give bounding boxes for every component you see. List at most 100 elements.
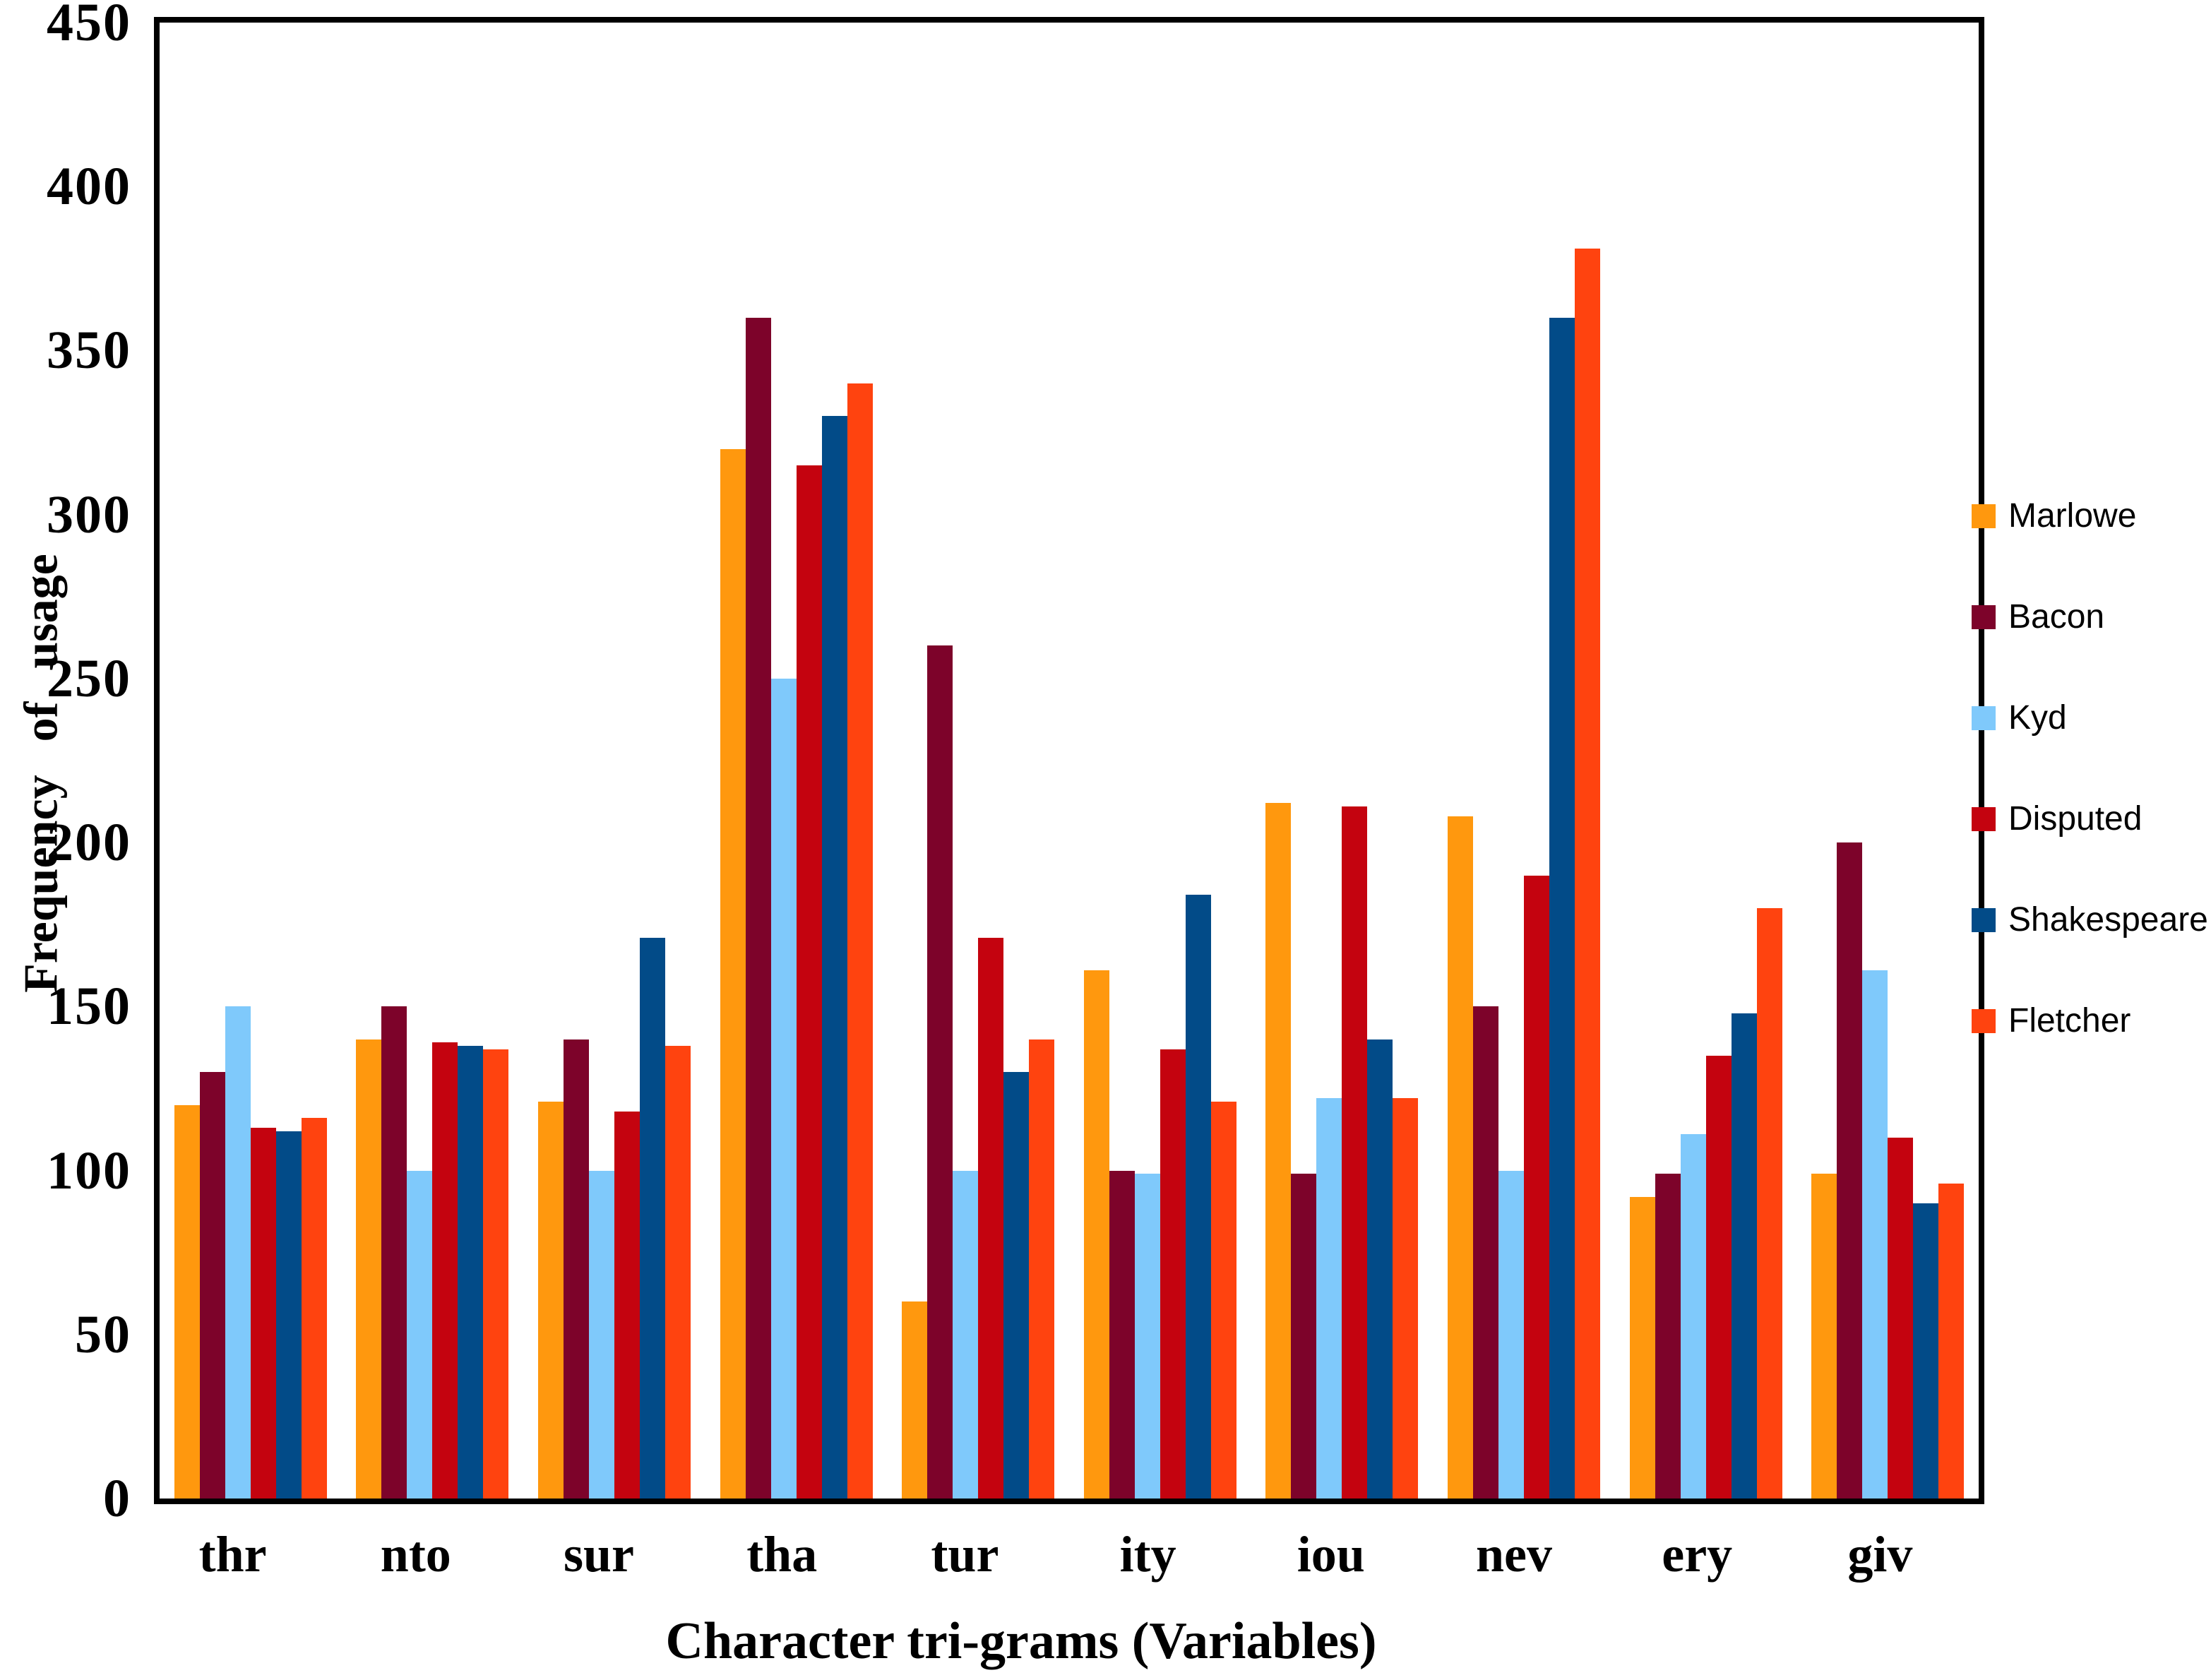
bar-disputed-tur: [978, 937, 1004, 1499]
bar-group-thr: [160, 23, 342, 1499]
bar-kyd-ity: [1134, 1174, 1160, 1499]
bar-bacon-ery: [1655, 1174, 1681, 1499]
bar-shakespeare-thr: [275, 1131, 302, 1499]
bar-marlowe-ery: [1629, 1196, 1655, 1499]
bar-disputed-iou: [1342, 806, 1368, 1499]
x-category-label-nto: nto: [380, 1526, 451, 1583]
x-category-label-nev: nev: [1476, 1526, 1553, 1583]
bar-bacon-thr: [199, 1072, 225, 1499]
legend-item-kyd: Kyd: [1972, 698, 2208, 737]
legend-item-marlowe: Marlowe: [1972, 496, 2208, 535]
bar-group-sur: [523, 23, 705, 1499]
bar-shakespeare-nto: [458, 1046, 484, 1499]
bar-kyd-nto: [407, 1170, 433, 1499]
legend-label: Bacon: [2008, 598, 2105, 636]
bar-fletcher-tha: [847, 383, 873, 1499]
bar-disputed-sur: [614, 1111, 640, 1499]
legend-label: Marlowe: [2008, 497, 2137, 535]
bar-disputed-thr: [250, 1128, 276, 1499]
legend-label: Shakespeare: [2008, 901, 2208, 939]
bar-group-nto: [342, 23, 524, 1499]
y-tick-label: 100: [47, 1140, 131, 1201]
bar-disputed-giv: [1888, 1138, 1914, 1499]
bar-fletcher-iou: [1393, 1098, 1419, 1499]
bar-disputed-ity: [1160, 1049, 1186, 1499]
legend-swatch-icon: [1972, 604, 1996, 629]
bar-bacon-ity: [1109, 1170, 1135, 1499]
bar-marlowe-sur: [538, 1102, 564, 1499]
bar-shakespeare-iou: [1367, 1039, 1393, 1499]
bar-marlowe-tha: [720, 448, 746, 1499]
bar-group-ery: [1615, 23, 1797, 1499]
bar-shakespeare-ity: [1185, 895, 1211, 1499]
y-tick-label: 50: [75, 1304, 131, 1364]
y-tick-label: 200: [47, 813, 131, 873]
bar-bacon-nto: [381, 1006, 407, 1499]
bar-kyd-ery: [1680, 1134, 1706, 1499]
bar-kyd-giv: [1862, 970, 1888, 1499]
bar-marlowe-nev: [1448, 816, 1473, 1499]
bar-group-ity: [1069, 23, 1251, 1499]
bars-container: [160, 23, 1979, 1499]
bar-shakespeare-nev: [1549, 318, 1575, 1499]
x-category-label-iou: iou: [1297, 1526, 1365, 1583]
y-tick-label: 300: [47, 484, 131, 544]
bar-shakespeare-giv: [1913, 1203, 1939, 1499]
bar-marlowe-thr: [174, 1104, 200, 1499]
bar-shakespeare-ery: [1731, 1013, 1757, 1499]
y-tick-label: 150: [47, 977, 131, 1037]
legend-item-shakespeare: Shakespeare: [1972, 900, 2208, 939]
bar-bacon-sur: [564, 1039, 589, 1499]
bar-fletcher-nev: [1574, 249, 1600, 1499]
y-tick-label: 0: [103, 1469, 131, 1528]
bar-marlowe-tur: [902, 1301, 928, 1499]
bar-fletcher-tur: [1029, 1039, 1055, 1499]
bar-shakespeare-sur: [639, 937, 665, 1499]
bar-kyd-iou: [1316, 1098, 1342, 1499]
x-axis-category-labels: thr nto sur tha tur ity iou nev ery giv: [154, 1525, 1984, 1584]
x-category-label-thr: thr: [198, 1526, 267, 1583]
bar-kyd-sur: [589, 1170, 614, 1499]
plot-area: [154, 17, 1984, 1504]
bar-kyd-thr: [225, 1006, 251, 1499]
bar-shakespeare-tur: [1003, 1072, 1030, 1499]
bar-fletcher-thr: [301, 1118, 327, 1499]
bar-bacon-nev: [1472, 1006, 1498, 1499]
y-tick-label: 400: [47, 157, 131, 217]
legend-label: Kyd: [2008, 699, 2067, 737]
bar-bacon-giv: [1837, 842, 1863, 1499]
x-category-label-tur: tur: [931, 1526, 999, 1583]
bar-disputed-ery: [1705, 1056, 1732, 1499]
bar-fletcher-ity: [1210, 1102, 1236, 1499]
bar-group-iou: [1251, 23, 1434, 1499]
bar-marlowe-ity: [1083, 970, 1109, 1499]
bar-group-tur: [887, 23, 1069, 1499]
bar-disputed-nev: [1523, 875, 1549, 1499]
bar-fletcher-sur: [665, 1046, 691, 1499]
bar-kyd-tur: [953, 1170, 979, 1499]
bar-kyd-nev: [1498, 1170, 1524, 1499]
bar-disputed-tha: [796, 465, 822, 1499]
bar-fletcher-nto: [483, 1049, 509, 1499]
bar-fletcher-giv: [1938, 1184, 1965, 1499]
x-category-label-sur: sur: [563, 1526, 635, 1583]
legend-swatch-icon: [1972, 705, 1996, 730]
bar-bacon-iou: [1291, 1174, 1317, 1499]
x-axis-title: Character tri-grams (Variables): [665, 1612, 1377, 1670]
legend-swatch-icon: [1972, 1008, 1996, 1033]
bar-kyd-tha: [770, 678, 797, 1499]
legend-label: Fletcher: [2008, 1002, 2131, 1039]
legend-item-disputed: Disputed: [1972, 799, 2208, 838]
bar-bacon-tha: [745, 318, 771, 1499]
x-category-label-ery: ery: [1662, 1526, 1733, 1583]
legend-item-bacon: Bacon: [1972, 597, 2208, 636]
y-tick-label: 250: [47, 648, 131, 708]
legend-swatch-icon: [1972, 907, 1996, 932]
bar-group-giv: [1796, 23, 1979, 1499]
legend-swatch-icon: [1972, 806, 1996, 831]
bar-fletcher-ery: [1756, 908, 1782, 1499]
x-category-label-ity: ity: [1119, 1526, 1176, 1583]
legend-label: Disputed: [2008, 800, 2143, 838]
bar-disputed-nto: [432, 1042, 458, 1499]
